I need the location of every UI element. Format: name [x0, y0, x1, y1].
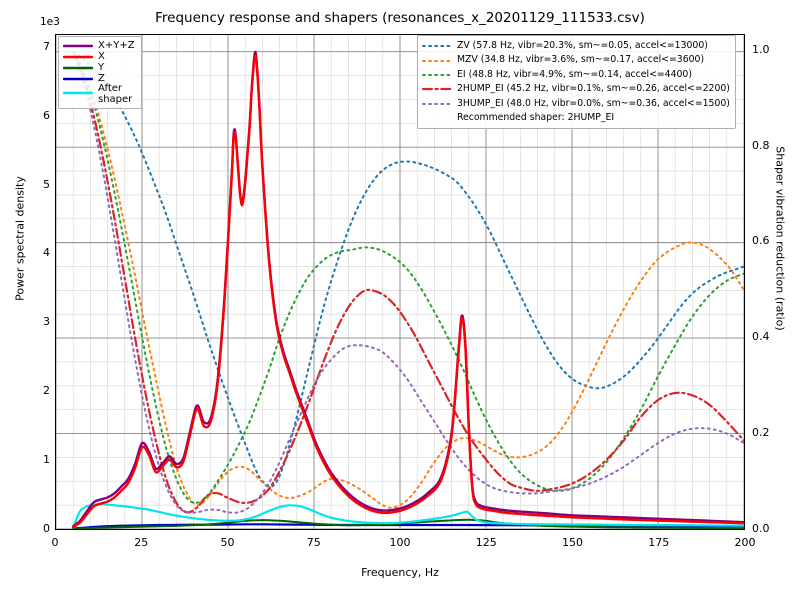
y-axis-left-label: Power spectral density [13, 176, 27, 301]
x-tick-125: 125 [475, 536, 497, 549]
y-left-tick-5: 5 [43, 177, 50, 191]
legend-item-label: EI (48.8 Hz, vibr=4.9%, sm~=0.14, accel<… [457, 68, 692, 80]
legend-item-z[interactable]: Z [63, 73, 135, 84]
legend-item-2hump_ei[interactable]: 2HUMP_EI (45.2 Hz, vibr=0.1%, sm~=0.26, … [422, 82, 730, 96]
legend-signals[interactable]: X+Y+Z X Y Z After shaper [58, 36, 142, 110]
legend-line-swatch [63, 63, 93, 73]
x-axis-label: Frequency, Hz [361, 566, 439, 579]
legend-line-swatch [422, 99, 452, 109]
shaper-curves-group [72, 50, 744, 514]
shaper-curve-ei [72, 50, 744, 504]
legend-item-label: 3HUMP_EI (48.0 Hz, vibr=0.0%, sm~=0.36, … [457, 97, 730, 109]
y-axis-right-label: Shaper vibration reduction (ratio) [773, 146, 787, 331]
legend-item-label: X+Y+Z [98, 40, 135, 51]
legend-shapers[interactable]: ZV (57.8 Hz, vibr=20.3%, sm~=0.05, accel… [417, 35, 736, 130]
legend-item-mzv[interactable]: MZV (34.8 Hz, vibr=3.6%, sm~=0.17, accel… [422, 53, 730, 67]
legend-item-label: Z [98, 73, 105, 84]
shaper-curve-2hump_ei [72, 50, 744, 514]
recommended-shaper-note: Recommended shaper: 2HUMP_EI [457, 112, 615, 124]
x-tick-150: 150 [562, 536, 583, 549]
legend-item-after-shaper[interactable]: After shaper [63, 83, 135, 105]
shaper-curve-zv [72, 50, 744, 488]
legend-item-label: MZV (34.8 Hz, vibr=3.6%, sm~=0.17, accel… [457, 54, 705, 66]
legend-item-3hump_ei[interactable]: 3HUMP_EI (48.0 Hz, vibr=0.0%, sm~=0.36, … [422, 97, 730, 111]
legend-item-label: Y [98, 62, 105, 73]
x-tick-0: 0 [51, 536, 59, 549]
psd-curve-y [72, 518, 744, 529]
y-left-tick-6: 6 [43, 108, 50, 122]
legend-line-swatch [63, 74, 93, 84]
legend-line-swatch [63, 41, 93, 51]
legend-item-label: X [98, 51, 105, 62]
y-left-tick-4: 4 [43, 246, 50, 260]
legend-line-swatch [63, 88, 93, 98]
legend-item-zv[interactable]: ZV (57.8 Hz, vibr=20.3%, sm~=0.05, accel… [422, 39, 730, 53]
y-left-tick-0: 0 [43, 522, 50, 535]
y-right-tick-0.2: 0.2 [752, 426, 770, 440]
y-left-tick-3: 3 [43, 315, 50, 329]
y-right-tick-0.0: 0.0 [752, 522, 770, 535]
y-right-tick-0.8: 0.8 [752, 138, 770, 152]
x-tick-175: 175 [648, 536, 670, 549]
x-tick-25: 25 [134, 536, 149, 549]
legend-item-label: After shaper [98, 83, 133, 105]
shaper-curve-3hump_ei [72, 50, 744, 514]
x-tick-75: 75 [306, 536, 321, 549]
page-title: Frequency response and shapers (resonanc… [155, 10, 645, 26]
legend-line-swatch [63, 52, 93, 62]
legend-item-ei[interactable]: EI (48.8 Hz, vibr=4.9%, sm~=0.14, accel<… [422, 68, 730, 82]
legend-line-swatch [422, 70, 452, 80]
legend-line-swatch [422, 41, 452, 51]
x-tick-200: 200 [734, 536, 756, 549]
x-tick-50: 50 [220, 536, 235, 549]
y-left-tick-2: 2 [43, 384, 50, 398]
legend-item-x-y-z[interactable]: X+Y+Z [63, 40, 135, 51]
legend-item-label: 2HUMP_EI (45.2 Hz, vibr=0.1%, sm~=0.26, … [457, 83, 730, 95]
psd-curve-x [72, 54, 744, 529]
shaper-curve-mzv [72, 50, 744, 509]
y-right-tick-0.6: 0.6 [752, 234, 770, 248]
legend-item-label: ZV (57.8 Hz, vibr=20.3%, sm~=0.05, accel… [457, 40, 708, 51]
y-left-tick-1: 1 [43, 453, 50, 467]
psd-curve-after-shaper [72, 503, 744, 529]
psd-curves-group [72, 50, 744, 529]
y-right-tick-1.0: 1.0 [752, 42, 770, 56]
y-right-tick-0.4: 0.4 [752, 330, 770, 344]
y-axis-offset-text: 1e3 [40, 16, 60, 28]
legend-line-swatch [422, 56, 452, 66]
legend-item-x[interactable]: X [63, 51, 135, 62]
legend-line-swatch [422, 84, 452, 94]
legend-item-y[interactable]: Y [63, 62, 135, 73]
x-tick-100: 100 [389, 536, 411, 549]
y-left-tick-7: 7 [43, 39, 50, 53]
